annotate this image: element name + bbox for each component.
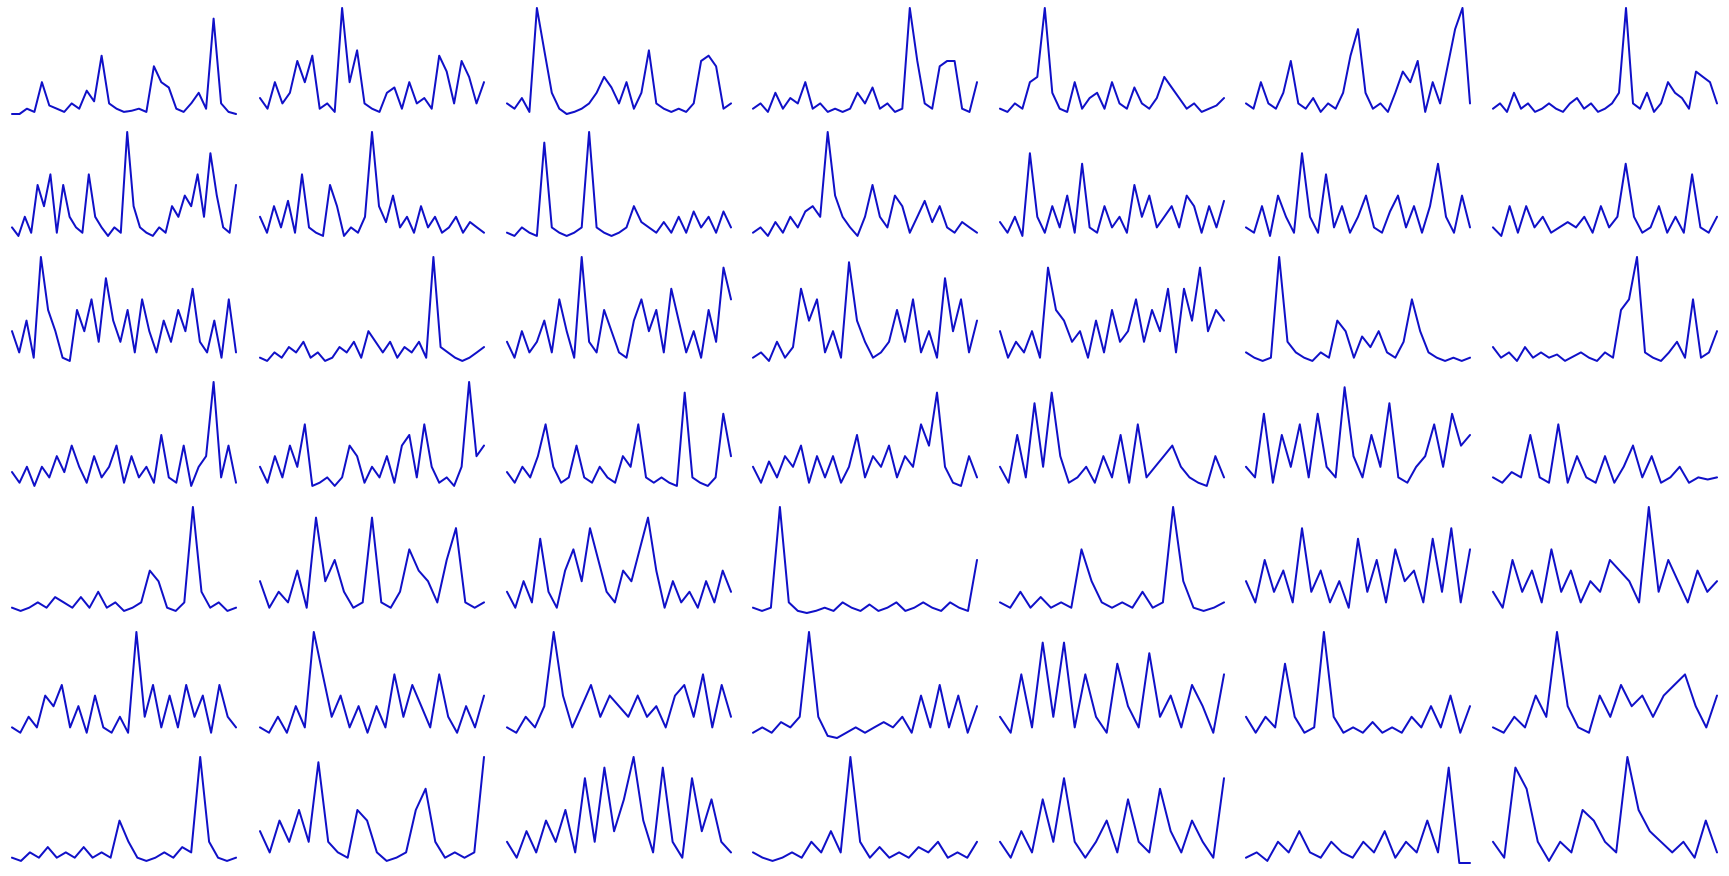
sparkline-series-r6-c7	[1492, 631, 1718, 734]
sparkline-series-r2-c6	[1245, 152, 1471, 237]
sparkline-series-r7-c7	[1492, 756, 1718, 862]
sparkline-panel-r6-c2	[259, 631, 485, 734]
sparkline-series-r3-c7	[1492, 256, 1718, 362]
sparkline-panel-r1-c6	[1245, 7, 1471, 113]
sparkline-panel-r4-c2	[259, 381, 485, 487]
sparkline-panel-r6-c5	[999, 641, 1225, 734]
sparkline-panel-r1-c1	[11, 17, 237, 115]
sparkline-panel-r2-c3	[506, 131, 732, 237]
sparkline-panel-r2-c2	[259, 131, 485, 237]
sparkline-panel-r5-c3	[506, 516, 732, 609]
sparkline-panel-r5-c1	[11, 506, 237, 612]
sparkline-panel-r6-c1	[11, 631, 237, 734]
sparkline-panel-r4-c5	[999, 391, 1225, 487]
sparkline-panel-r5-c4	[752, 506, 978, 614]
sparkline-series-r5-c3	[506, 516, 732, 609]
sparkline-series-r4-c6	[1245, 386, 1471, 484]
sparkline-panel-r3-c6	[1245, 256, 1471, 362]
sparkline-series-r6-c1	[11, 631, 237, 734]
sparkline-panel-r5-c2	[259, 516, 485, 609]
sparkline-panel-r3-c1	[11, 256, 237, 362]
sparkline-panel-r1-c7	[1492, 7, 1718, 113]
sparkline-series-r6-c5	[999, 641, 1225, 734]
sparkline-panel-r7-c5	[999, 777, 1225, 859]
sparkline-series-r4-c4	[752, 391, 978, 487]
sparkline-series-r6-c4	[752, 631, 978, 739]
sparkline-series-r2-c4	[752, 131, 978, 237]
sparkline-panel-r4-c3	[506, 391, 732, 487]
sparkline-series-r5-c1	[11, 506, 237, 612]
sparkline-panel-r7-c3	[506, 756, 732, 859]
sparkline-panel-r2-c6	[1245, 152, 1471, 237]
sparkline-series-r2-c7	[1492, 162, 1718, 237]
sparkline-panel-r2-c4	[752, 131, 978, 237]
sparkline-panel-r6-c4	[752, 631, 978, 739]
sparkline-series-r1-c7	[1492, 7, 1718, 113]
sparkline-series-r5-c7	[1492, 506, 1718, 609]
sparkline-panel-r5-c5	[999, 506, 1225, 612]
sparkline-panel-r4-c6	[1245, 386, 1471, 484]
sparkline-series-r6-c6	[1245, 631, 1471, 734]
sparkline-series-r2-c5	[999, 152, 1225, 237]
sparkline-series-r4-c5	[999, 391, 1225, 487]
sparkline-panel-r7-c6	[1245, 766, 1471, 864]
sparkline-panel-r3-c5	[999, 266, 1225, 359]
sparkline-series-r3-c3	[506, 256, 732, 359]
sparkline-series-r2-c1	[11, 131, 237, 237]
sparkline-panel-r2-c1	[11, 131, 237, 237]
sparkline-panel-r2-c7	[1492, 162, 1718, 237]
sparkline-series-r3-c5	[999, 266, 1225, 359]
sparkline-panel-r1-c2	[259, 7, 485, 113]
sparkline-panel-r6-c7	[1492, 631, 1718, 734]
sparkline-panel-r1-c5	[999, 7, 1225, 113]
sparkline-series-r3-c4	[752, 261, 978, 362]
sparkline-panel-r5-c7	[1492, 506, 1718, 609]
sparkline-panel-r7-c7	[1492, 756, 1718, 862]
sparkline-panel-r4-c1	[11, 381, 237, 487]
sparkline-panel-r6-c3	[506, 631, 732, 734]
sparkline-series-r3-c1	[11, 256, 237, 362]
sparkline-panel-r3-c4	[752, 261, 978, 362]
sparkline-panel-r4-c4	[752, 391, 978, 487]
sparkline-series-r7-c4	[752, 756, 978, 862]
sparkline-series-r3-c2	[259, 256, 485, 362]
sparkline-series-r7-c5	[999, 777, 1225, 859]
sparkline-series-r1-c1	[11, 17, 237, 115]
sparkline-panel-r3-c3	[506, 256, 732, 359]
sparkline-series-r1-c5	[999, 7, 1225, 113]
sparkline-series-r1-c2	[259, 7, 485, 113]
sparkline-series-r7-c3	[506, 756, 732, 859]
sparkline-series-r1-c6	[1245, 7, 1471, 113]
sparkline-series-r7-c6	[1245, 766, 1471, 864]
sparkline-series-r4-c3	[506, 391, 732, 487]
sparkline-series-r5-c4	[752, 506, 978, 614]
sparkline-panel-r1-c3	[506, 7, 732, 115]
sparkline-series-r4-c1	[11, 381, 237, 487]
sparkline-series-r2-c3	[506, 131, 732, 237]
sparkline-series-r6-c3	[506, 631, 732, 734]
sparkline-panel-r3-c2	[259, 256, 485, 362]
sparkline-panel-r1-c4	[752, 7, 978, 113]
sparkline-series-r3-c6	[1245, 256, 1471, 362]
sparkline-series-r4-c2	[259, 381, 485, 487]
sparkline-series-r4-c7	[1492, 423, 1718, 484]
sparkline-panel-r3-c7	[1492, 256, 1718, 362]
sparkline-panel-r7-c1	[11, 756, 237, 862]
sparkline-series-r2-c2	[259, 131, 485, 237]
sparkline-panel-r6-c6	[1245, 631, 1471, 734]
sparkline-panel-r4-c7	[1492, 423, 1718, 484]
sparkline-panel-r7-c2	[259, 756, 485, 862]
sparkline-series-r5-c5	[999, 506, 1225, 612]
sparkline-series-r1-c3	[506, 7, 732, 115]
sparkline-series-r1-c4	[752, 7, 978, 113]
sparkline-series-r7-c1	[11, 756, 237, 862]
sparkline-series-r7-c2	[259, 756, 485, 862]
sparkline-panel-r5-c6	[1245, 527, 1471, 609]
sparkline-panel-r7-c4	[752, 756, 978, 862]
sparkline-series-r5-c2	[259, 516, 485, 609]
sparkline-panel-r2-c5	[999, 152, 1225, 237]
sparkline-series-r6-c2	[259, 631, 485, 734]
sparkline-series-r5-c6	[1245, 527, 1471, 609]
